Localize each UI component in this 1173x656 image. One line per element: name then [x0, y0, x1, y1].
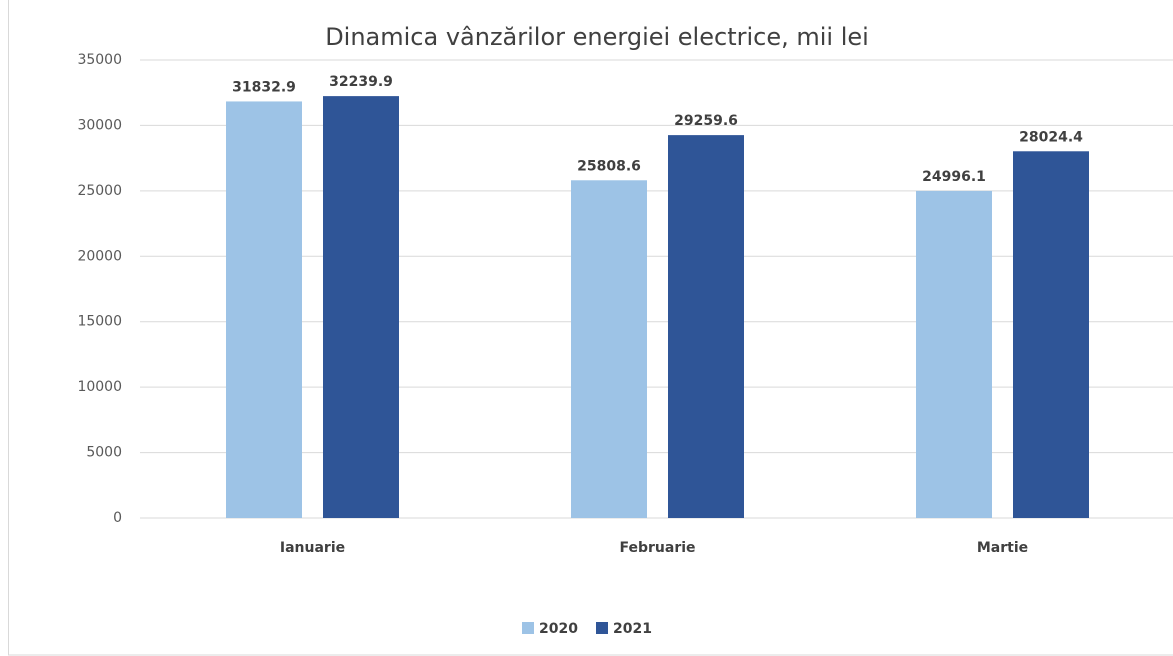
y-tick-label: 25000 — [77, 183, 122, 199]
bar — [226, 101, 302, 519]
bar — [668, 135, 744, 518]
y-tick-label: 5000 — [86, 445, 122, 461]
chart-title: Dinamica vânzărilor energiei electrice, … — [325, 23, 869, 51]
legend-label: 2021 — [613, 621, 652, 637]
y-tick-label: 20000 — [77, 248, 122, 264]
y-tick-label: 35000 — [77, 52, 122, 68]
bar — [1013, 151, 1089, 519]
value-label: 32239.9 — [329, 74, 393, 90]
legend-label: 2020 — [539, 621, 578, 637]
x-tick-label: Ianuarie — [280, 540, 345, 556]
bar — [571, 180, 647, 518]
legend-swatch — [596, 622, 608, 634]
value-label: 25808.6 — [577, 158, 641, 174]
legend-swatch — [522, 622, 534, 634]
y-tick-label: 0 — [113, 510, 122, 526]
x-tick-label: Februarie — [619, 540, 695, 556]
value-label: 31832.9 — [232, 79, 296, 95]
value-label: 24996.1 — [922, 169, 986, 185]
value-label: 28024.4 — [1019, 129, 1083, 145]
bar — [323, 96, 399, 518]
value-label: 29259.6 — [674, 113, 738, 129]
bar — [916, 190, 992, 518]
y-tick-label: 10000 — [77, 379, 122, 395]
y-tick-label: 30000 — [77, 117, 122, 133]
x-tick-label: Martie — [977, 540, 1028, 556]
y-tick-label: 15000 — [77, 314, 122, 330]
